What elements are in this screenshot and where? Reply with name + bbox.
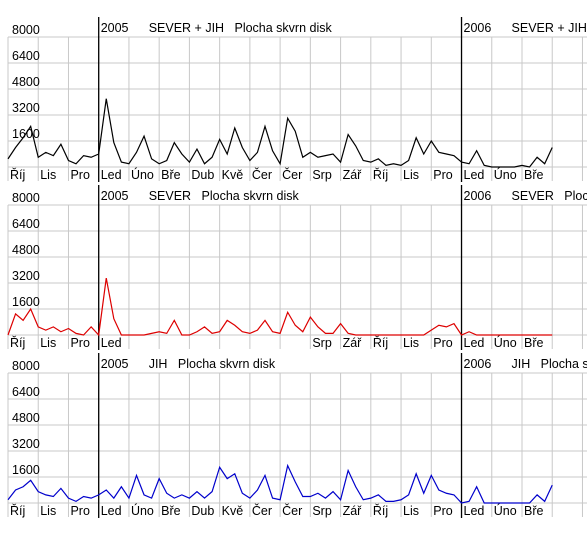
y-tick-label: 1600 — [12, 295, 40, 309]
x-tick-label: Dub — [191, 168, 214, 182]
x-tick-label: Říj — [373, 167, 388, 182]
x-tick-label: Lis — [403, 168, 419, 182]
x-tick-label: Úno — [494, 503, 517, 518]
x-tick-label: Zář — [343, 336, 363, 350]
chart-title: JIH Plocha skvrn disk — [149, 357, 276, 371]
x-tick-label: Pro — [70, 168, 90, 182]
chart-title: SEVER Plocha skvrn disk — [149, 189, 300, 203]
data-line — [7, 463, 553, 504]
x-tick-label: Říj — [10, 335, 25, 350]
year-label: 2005 — [101, 357, 129, 371]
x-tick-label: Lis — [40, 336, 56, 350]
y-tick-label: 6400 — [12, 49, 40, 63]
year-label: 2005 — [101, 21, 129, 35]
x-tick-label: Kvě — [222, 504, 244, 518]
x-tick-label: Říj — [10, 503, 25, 518]
x-tick-label: Zář — [343, 168, 363, 182]
x-tick-label: Kvě — [222, 168, 244, 182]
x-tick-label: Pro — [433, 168, 453, 182]
year-label: 2005 — [101, 189, 129, 203]
x-tick-label: Led — [101, 168, 122, 182]
year-label: 2006 — [464, 21, 492, 35]
chart-title: SEVER Plocha skvrn disk — [512, 189, 587, 203]
x-tick-label: Čer — [252, 503, 272, 518]
x-tick-label: Lis — [403, 336, 419, 350]
y-tick-label: 6400 — [12, 217, 40, 231]
y-tick-label: 3200 — [12, 437, 40, 451]
x-tick-label: Lis — [403, 504, 419, 518]
chart-title: SEVER + JIH Plocha skvrn disk — [512, 21, 587, 35]
y-tick-label: 8000 — [12, 23, 40, 37]
y-tick-label: 3200 — [12, 101, 40, 115]
x-tick-label: Bře — [524, 504, 544, 518]
x-tick-label: Srp — [312, 504, 332, 518]
x-tick-label: Čer — [282, 167, 302, 182]
x-tick-label: Lis — [40, 168, 56, 182]
chart-title: SEVER + JIH Plocha skvrn disk — [149, 21, 333, 35]
x-tick-label: Led — [464, 336, 485, 350]
x-tick-label: Led — [464, 168, 485, 182]
x-tick-label: Úno — [494, 335, 517, 350]
x-tick-label: Srp — [312, 336, 332, 350]
x-tick-label: Říj — [10, 167, 25, 182]
x-tick-label: Pro — [70, 504, 90, 518]
x-tick-label: Led — [464, 504, 485, 518]
y-tick-label: 3200 — [12, 269, 40, 283]
x-tick-label: Zář — [343, 504, 363, 518]
y-tick-label: 4800 — [12, 75, 40, 89]
y-tick-label: 8000 — [12, 359, 40, 373]
x-tick-label: Čer — [282, 503, 302, 518]
y-tick-label: 6400 — [12, 385, 40, 399]
x-tick-label: Pro — [70, 336, 90, 350]
x-tick-label: Srp — [312, 168, 332, 182]
x-tick-label: Bře — [524, 336, 544, 350]
x-tick-label: Úno — [494, 167, 517, 182]
x-tick-label: Bře — [524, 168, 544, 182]
x-tick-label: Lis — [40, 504, 56, 518]
x-tick-label: Pro — [433, 504, 453, 518]
x-tick-label: Říj — [373, 503, 388, 518]
y-tick-label: 4800 — [12, 411, 40, 425]
y-tick-label: 1600 — [12, 463, 40, 477]
x-tick-label: Dub — [191, 504, 214, 518]
x-tick-label: Bře — [161, 168, 181, 182]
data-line — [7, 98, 553, 168]
year-label: 2006 — [464, 189, 492, 203]
chart-title: JIH Plocha skvrn disk — [512, 357, 587, 371]
x-tick-label: Říj — [373, 335, 388, 350]
data-line — [7, 278, 553, 337]
x-tick-label: Úno — [131, 503, 154, 518]
x-tick-label: Led — [101, 336, 122, 350]
year-label: 2006 — [464, 357, 492, 371]
x-tick-label: Bře — [161, 504, 181, 518]
x-tick-label: Úno — [131, 167, 154, 182]
y-tick-label: 4800 — [12, 243, 40, 257]
y-tick-label: 8000 — [12, 191, 40, 205]
x-tick-label: Čer — [252, 167, 272, 182]
x-tick-label: Pro — [433, 336, 453, 350]
x-tick-label: Led — [101, 504, 122, 518]
